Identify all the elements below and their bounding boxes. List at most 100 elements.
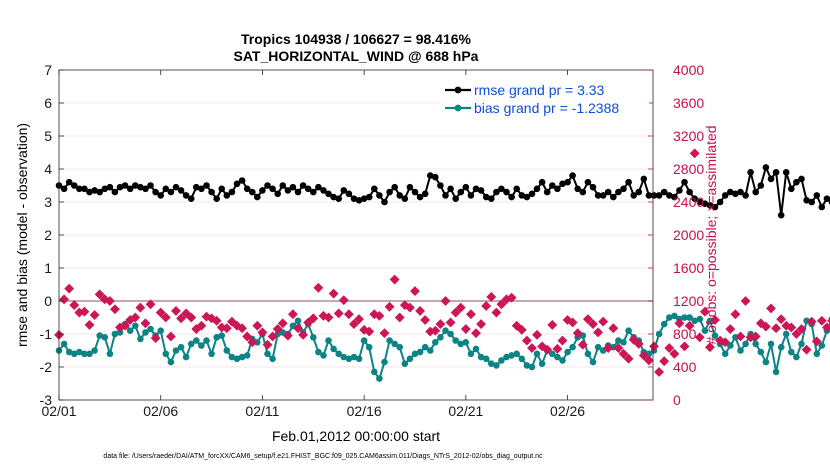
bias-point-29 <box>203 337 210 344</box>
obs-count-point-6 <box>84 320 95 330</box>
rmse-point-6 <box>86 188 93 196</box>
obs-count-point-134 <box>735 331 746 342</box>
rmse-point-105 <box>589 183 597 191</box>
obs-count-point-98 <box>552 343 563 354</box>
rmse-point-70 <box>411 188 419 196</box>
obs-count-point-53 <box>323 312 334 323</box>
bias-point-8 <box>96 332 103 339</box>
bias-point-36 <box>238 353 246 361</box>
obs-count-point-40 <box>257 327 268 338</box>
obs-count-point-39 <box>252 320 263 331</box>
obs-count-point-97 <box>547 320 558 330</box>
rmse-point-11 <box>111 188 119 196</box>
rmse-point-107 <box>599 192 607 199</box>
rmse-point-85 <box>488 195 495 202</box>
obs-count-point-118 <box>654 367 665 377</box>
rmse-point-99 <box>559 180 566 188</box>
rmse-point-73 <box>427 172 434 179</box>
bias-point-77 <box>447 330 454 338</box>
rmse-point-17 <box>142 185 149 193</box>
rmse-point-4 <box>76 185 83 193</box>
rmse-point-24 <box>177 187 185 194</box>
rmse-point-122 <box>676 187 683 194</box>
obs-count-point-148 <box>806 316 817 327</box>
bias-point-82 <box>472 345 480 353</box>
obs-count-point-7 <box>89 310 100 320</box>
rmse-point-118 <box>655 192 663 199</box>
rmse-point-43 <box>274 190 282 198</box>
rmse-point-74 <box>432 173 439 181</box>
bias-point-2 <box>65 348 73 356</box>
bias-point-105 <box>589 358 597 366</box>
y-right-tick-label-6: 2400 <box>673 194 704 210</box>
bias-point-65 <box>386 337 393 344</box>
rmse-point-97 <box>549 182 556 189</box>
x-tick-label-5: 02/26 <box>550 403 585 419</box>
rmse-point-21 <box>162 185 170 193</box>
bias-point-78 <box>452 337 460 344</box>
bias-point-44 <box>279 329 287 336</box>
bias-point-22 <box>167 358 175 366</box>
obs-count-point-71 <box>415 305 426 316</box>
obs-count-point-77 <box>445 317 456 328</box>
rmse-point-127 <box>701 200 709 207</box>
bias-point-84 <box>482 355 490 363</box>
bias-point-95 <box>538 360 546 368</box>
bias-point-144 <box>788 348 795 356</box>
bias-point-90 <box>513 350 520 358</box>
obs-count-point-139 <box>760 321 771 332</box>
rmse-point-52 <box>320 187 327 194</box>
y-tick-label-8: 5 <box>44 128 52 144</box>
rmse-point-132 <box>727 188 734 196</box>
obs-count-point-126 <box>694 332 705 343</box>
obs-count-point-109 <box>608 323 619 334</box>
rmse-point-15 <box>132 182 139 189</box>
rmse-point-65 <box>386 188 393 196</box>
bias-point-150 <box>818 342 826 349</box>
obs-count-point-150 <box>816 315 827 326</box>
obs-count-point-33 <box>221 323 232 334</box>
bias-point-16 <box>137 335 144 343</box>
obs-count-point-63 <box>374 310 385 321</box>
rmse-point-91 <box>518 192 526 199</box>
y-right-tick-label-10: 4000 <box>673 62 704 78</box>
rmse-point-124 <box>686 188 693 196</box>
y-axis-label-right: # of obs: o=possible; ×=assimilated <box>703 125 719 344</box>
rmse-point-106 <box>594 192 602 199</box>
obs-count-point-54 <box>328 288 339 299</box>
bias-point-149 <box>813 350 821 358</box>
obs-count-point-89 <box>506 292 517 303</box>
y-tick-label-2: -1 <box>40 326 53 342</box>
obs-count-point-10 <box>104 296 115 306</box>
bias-point-30 <box>208 350 215 358</box>
right-axis-ticks: 0 400 800 1200 1600 2000 2400 2800 3200 3600 4000 <box>648 62 704 408</box>
bias-point-94 <box>533 350 541 358</box>
obs-count-point-152 <box>827 317 830 324</box>
rmse-point-39 <box>253 193 261 201</box>
obs-count-point-28 <box>196 320 207 331</box>
rmse-point-61 <box>365 193 373 201</box>
obs-count-point-56 <box>338 295 349 306</box>
obs-count-point-147 <box>801 344 812 355</box>
bias-point-7 <box>91 347 98 354</box>
x-axis-label: Feb.01,2012 00:00:00 start <box>272 428 440 444</box>
rmse-point-111 <box>620 185 627 193</box>
obs-count-point-13 <box>120 320 131 331</box>
rmse-point-36 <box>238 177 246 184</box>
bias-point-139 <box>762 358 770 366</box>
obs-count-point-79 <box>455 302 466 313</box>
obs-count-point-107 <box>598 316 609 327</box>
rmse-point-149 <box>813 192 821 199</box>
obs-count-point-124 <box>684 320 695 331</box>
bias-point-64 <box>381 358 388 366</box>
obs-count-point-115 <box>638 350 649 361</box>
rmse-point-109 <box>610 193 617 201</box>
obs-count-point-67 <box>394 312 405 323</box>
x-tick-label-0: 02/01 <box>41 403 76 419</box>
bias-point-125 <box>691 317 698 325</box>
obs-count-point-31 <box>211 315 222 326</box>
bias-point-50 <box>310 334 317 341</box>
y-right-tick-label-2: 800 <box>673 326 697 342</box>
rmse-series <box>55 164 830 219</box>
